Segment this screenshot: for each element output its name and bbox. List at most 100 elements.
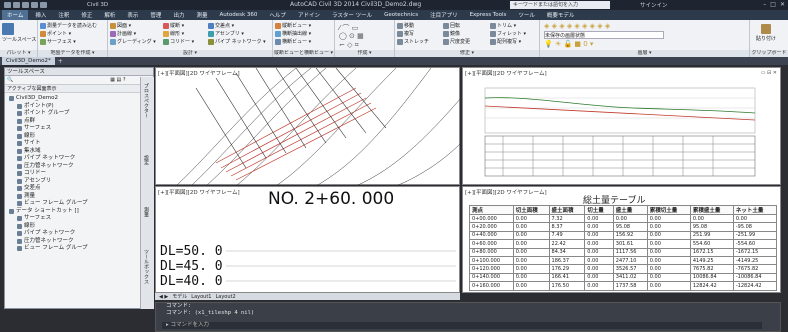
alignment-button[interactable]: 線形 ▾ bbox=[163, 30, 184, 37]
viewport-table-bottom-right[interactable]: [+][平面図][2D ワイヤフレーム] 総土量テーブル 測点 切土面積 盛土面積切… bbox=[462, 186, 781, 293]
ribbon-tab[interactable]: 管理 bbox=[150, 13, 162, 19]
circle-icon[interactable]: ◯ ⊙ ▦ bbox=[339, 32, 364, 40]
ribbon-tab[interactable]: Geotechnics bbox=[384, 12, 419, 18]
ribbon-tab[interactable]: 注目アプリ bbox=[430, 13, 458, 19]
ribbon-tab[interactable]: 挿入 bbox=[35, 13, 47, 19]
view-filter[interactable]: アクティブな図面表示 bbox=[5, 85, 153, 93]
nav-arrows-icon[interactable]: ◀ ▶ bbox=[159, 293, 169, 300]
ribbon-tab[interactable]: 概要モデル bbox=[546, 13, 575, 19]
panel-title[interactable]: 設計 ▾ bbox=[108, 50, 272, 57]
tree-item[interactable]: パイプ ネットワーク bbox=[5, 155, 153, 163]
panel-title[interactable]: 画層 ▾ bbox=[540, 50, 749, 57]
ribbon-tab[interactable]: ラスター ツール bbox=[331, 13, 373, 19]
viewport-label[interactable]: [+][平面図][2D ワイヤフレーム] bbox=[158, 71, 240, 77]
new-icon[interactable] bbox=[4, 2, 11, 8]
tree-item[interactable]: アセンブリ bbox=[5, 178, 153, 186]
toolspace-button[interactable]: ツールスペース bbox=[2, 23, 36, 43]
command-input[interactable]: ▸ コマンドを入力 bbox=[162, 322, 762, 329]
tree-item[interactable]: 圧力管ネットワーク bbox=[5, 163, 153, 171]
ribbon-tab[interactable]: 解析 bbox=[104, 13, 116, 19]
tab-model[interactable]: モデル bbox=[172, 294, 188, 300]
minimize-icon[interactable]: – bbox=[763, 1, 767, 8]
document-tab[interactable]: Civil3D_Demo2* bbox=[2, 57, 55, 65]
tab-layout2[interactable]: Layout2 bbox=[215, 293, 236, 300]
fillet-button[interactable]: フィレット ▾ bbox=[490, 30, 526, 37]
undo-icon[interactable] bbox=[31, 2, 38, 8]
tree-item[interactable]: サーフェス bbox=[5, 215, 153, 223]
ribbon-tab[interactable]: Autodesk 360 bbox=[219, 12, 258, 18]
tree-item[interactable]: 線形 bbox=[5, 133, 153, 141]
scale-button[interactable]: 尺度変更 bbox=[443, 38, 470, 45]
tree-item[interactable]: 集水域 bbox=[5, 148, 153, 156]
ribbon-tab[interactable]: 修正 bbox=[81, 13, 93, 19]
tree-item[interactable]: 線形 bbox=[5, 223, 153, 231]
open-icon[interactable] bbox=[13, 2, 20, 8]
panel-title[interactable]: クリップボード bbox=[750, 50, 788, 57]
viewport-profile-top-right[interactable]: [+][平面図][2D ワイヤフレーム] ▭ ⊟ ✕ bbox=[462, 67, 781, 185]
redo-icon[interactable] bbox=[40, 2, 47, 8]
close-icon[interactable]: ✕ bbox=[779, 1, 785, 8]
tree-item[interactable]: 圧力管ネットワーク bbox=[5, 238, 153, 246]
tree-item[interactable]: 測量 bbox=[5, 193, 153, 201]
tab-settings[interactable]: 設定 bbox=[143, 155, 149, 165]
line-icon[interactable]: ⁄ ⌒ ▭ bbox=[339, 24, 359, 32]
polyline-icon[interactable]: ⌐ ◇ ⌗ bbox=[339, 41, 359, 49]
tree-item[interactable]: Civil3D_Demo2 bbox=[5, 95, 153, 103]
tree-item[interactable]: 交差点 bbox=[5, 185, 153, 193]
tree-item[interactable]: ポイント グループ bbox=[5, 110, 153, 118]
tree-item[interactable]: ビュー フレーム グループ bbox=[5, 200, 153, 208]
copy-button[interactable]: 複写 bbox=[397, 30, 414, 37]
panel-title[interactable]: 地盤データを作成 ▾ bbox=[38, 50, 107, 57]
ribbon-tab[interactable]: アドイン bbox=[297, 13, 320, 19]
ribbon-tab[interactable]: 表示 bbox=[127, 13, 139, 19]
tab-layout1[interactable]: Layout1 bbox=[191, 293, 212, 300]
profile-view-button[interactable]: 縦断ビュー ▾ bbox=[275, 22, 311, 29]
layer-state-select[interactable]: 未保存の画層状態 bbox=[544, 31, 664, 39]
panel-title[interactable]: 作成 ▾ bbox=[335, 50, 394, 57]
tree-item[interactable]: ポイント(P) bbox=[5, 103, 153, 111]
surfaces-button[interactable]: サーフェス ▾ bbox=[40, 38, 76, 45]
rotate-button[interactable]: 回転 bbox=[443, 22, 460, 29]
tree-item[interactable]: サーフェス bbox=[5, 125, 153, 133]
panel-title[interactable]: 縦断ビューと横断ビュー ▾ bbox=[273, 50, 334, 57]
filter-icon[interactable]: ▦ ▤ ? bbox=[110, 77, 126, 83]
parcel-button[interactable]: 計画線 ▾ bbox=[110, 30, 136, 37]
stretch-button[interactable]: ストレッチ bbox=[397, 38, 429, 45]
ribbon-tab[interactable]: 測量 bbox=[196, 13, 208, 19]
intersection-button[interactable]: 交差点 ▾ bbox=[208, 22, 234, 29]
viewport-label[interactable]: [+][平面図][2D ワイヤフレーム] bbox=[465, 190, 547, 196]
ribbon-tab[interactable]: 注釈 bbox=[58, 13, 70, 19]
viewport-label[interactable]: [+][平面図][2D ワイヤフレーム] bbox=[158, 190, 240, 196]
tab-prospector[interactable]: プロスペクター bbox=[143, 83, 149, 118]
viewport-plan-top-left[interactable]: [+][平面図][2D ワイヤフレーム] bbox=[155, 67, 461, 186]
ribbon-tab[interactable]: 出力 bbox=[173, 13, 185, 19]
tab-survey[interactable]: 測量 bbox=[143, 207, 149, 217]
new-tab-icon[interactable]: + bbox=[57, 57, 63, 65]
search-icon[interactable]: 🔍 bbox=[7, 77, 14, 83]
sample-line-button[interactable]: 横断抽出線 ▾ bbox=[275, 30, 311, 37]
move-button[interactable]: 移動 bbox=[397, 22, 414, 29]
site-button[interactable]: 図面 ▾ bbox=[110, 22, 131, 29]
tree-item[interactable]: コリドー bbox=[5, 170, 153, 178]
profile-button[interactable]: 縦断 ▾ bbox=[163, 22, 184, 29]
paste-button[interactable]: 貼り付け bbox=[756, 24, 776, 42]
mirror-button[interactable]: 鏡像 bbox=[443, 30, 460, 37]
viewport-label[interactable]: [+][平面図][2D ワイヤフレーム] bbox=[465, 71, 547, 77]
tree-item[interactable]: データ ショートカット [] bbox=[5, 208, 153, 216]
array-button[interactable]: 配列複写 ▾ bbox=[490, 38, 521, 45]
signin-button[interactable]: サインイン bbox=[640, 3, 668, 9]
toolspace-header[interactable]: ツールスペース bbox=[5, 68, 153, 76]
corridor-button[interactable]: コリドー ▾ bbox=[163, 38, 194, 45]
assembly-button[interactable]: アセンブリ ▾ bbox=[208, 30, 244, 37]
ribbon-tab[interactable]: Express Tools bbox=[469, 12, 507, 18]
viewcube-icon[interactable]: ▭ ⊟ ✕ bbox=[760, 70, 777, 76]
grading-button[interactable]: グレーディング ▾ bbox=[110, 38, 156, 45]
save-icon[interactable] bbox=[22, 2, 29, 8]
points-button[interactable]: ポイント ▾ bbox=[40, 30, 71, 37]
ribbon-tab[interactable]: ツール bbox=[518, 13, 535, 19]
panel-title[interactable]: 修正 ▾ bbox=[395, 50, 539, 57]
tree-item[interactable]: パイプ ネットワーク bbox=[5, 230, 153, 238]
tree-item[interactable]: ビュー フレーム グループ bbox=[5, 245, 153, 253]
trim-button[interactable]: トリム ▾ bbox=[490, 22, 516, 29]
workspace-name[interactable]: Civil 3D bbox=[87, 2, 109, 8]
